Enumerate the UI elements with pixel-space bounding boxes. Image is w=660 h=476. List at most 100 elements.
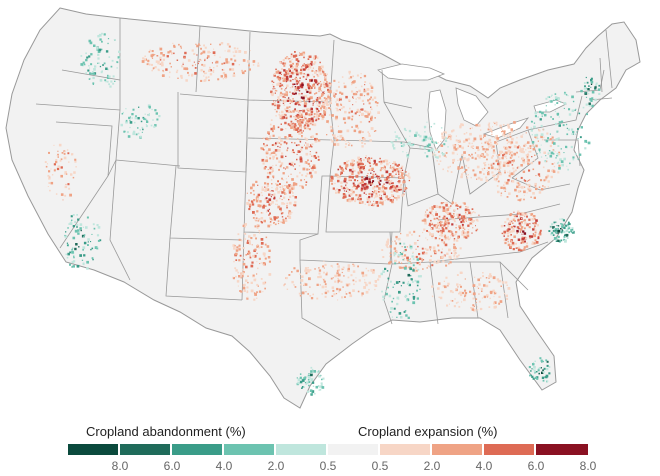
change-pixel — [426, 155, 429, 158]
change-pixel — [250, 237, 253, 240]
change-pixel — [406, 282, 410, 285]
change-pixel — [486, 153, 489, 157]
change-pixel — [134, 121, 136, 124]
change-pixel — [524, 180, 527, 182]
change-pixel — [490, 141, 492, 144]
change-pixel — [398, 180, 401, 183]
change-pixel — [291, 86, 294, 88]
change-pixel — [339, 168, 341, 170]
change-pixel — [285, 128, 287, 130]
change-pixel — [277, 101, 280, 104]
change-pixel — [504, 155, 507, 158]
change-pixel — [317, 385, 319, 387]
change-pixel — [368, 196, 371, 199]
change-pixel — [483, 167, 486, 170]
change-pixel — [435, 211, 437, 213]
change-pixel — [473, 220, 475, 222]
change-pixel — [556, 225, 558, 227]
change-pixel — [116, 61, 119, 64]
change-pixel — [513, 225, 516, 228]
change-pixel — [295, 128, 298, 131]
change-pixel — [296, 82, 299, 84]
change-pixel — [456, 274, 459, 276]
change-pixel — [400, 184, 402, 187]
change-pixel — [283, 167, 285, 169]
change-pixel — [365, 155, 367, 157]
change-pixel — [290, 122, 294, 126]
change-pixel — [81, 259, 84, 261]
change-pixel — [273, 218, 277, 221]
change-pixel — [319, 385, 322, 388]
change-pixel — [535, 229, 537, 231]
change-pixel — [260, 147, 263, 150]
change-pixel — [395, 243, 397, 245]
change-pixel — [401, 255, 404, 258]
change-pixel — [510, 234, 512, 236]
change-pixel — [227, 61, 230, 64]
change-pixel — [253, 199, 256, 202]
change-pixel — [463, 140, 466, 143]
change-pixel — [275, 142, 277, 145]
change-pixel — [540, 156, 543, 158]
change-pixel — [294, 118, 297, 121]
change-pixel — [195, 43, 197, 45]
change-pixel — [307, 63, 310, 67]
change-pixel — [508, 153, 510, 155]
change-pixel — [309, 286, 311, 288]
change-pixel — [554, 151, 556, 153]
change-pixel — [463, 236, 466, 239]
change-pixel — [429, 259, 432, 262]
change-pixel — [337, 280, 340, 283]
change-pixel — [426, 216, 429, 218]
change-pixel — [397, 253, 401, 257]
change-pixel — [271, 167, 274, 171]
change-pixel — [507, 235, 509, 237]
change-pixel — [546, 174, 550, 178]
change-pixel — [363, 189, 367, 192]
change-pixel — [290, 173, 292, 175]
change-pixel — [212, 69, 215, 72]
change-pixel — [243, 283, 246, 286]
change-pixel — [236, 280, 240, 283]
change-pixel — [449, 134, 451, 136]
change-pixel — [379, 197, 383, 200]
change-pixel — [263, 143, 265, 145]
change-pixel — [336, 272, 339, 275]
change-pixel — [307, 390, 310, 393]
change-pixel — [375, 194, 379, 198]
change-pixel — [299, 295, 302, 297]
change-pixel — [305, 88, 307, 91]
change-pixel — [85, 58, 88, 62]
change-pixel — [276, 83, 279, 86]
change-pixel — [188, 74, 190, 77]
change-pixel — [544, 376, 546, 378]
change-pixel — [445, 137, 448, 140]
change-pixel — [507, 149, 511, 153]
change-pixel — [563, 238, 565, 241]
change-pixel — [86, 267, 89, 270]
change-pixel — [563, 152, 565, 154]
change-pixel — [369, 112, 372, 114]
change-pixel — [299, 373, 302, 375]
change-pixel — [506, 237, 509, 241]
change-pixel — [225, 60, 229, 64]
change-pixel — [504, 241, 507, 245]
change-pixel — [370, 84, 373, 87]
change-pixel — [552, 153, 555, 155]
change-pixel — [388, 182, 391, 185]
change-pixel — [347, 267, 350, 271]
change-pixel — [297, 86, 300, 90]
change-pixel — [305, 383, 307, 385]
change-pixel — [320, 90, 322, 92]
change-pixel — [285, 115, 288, 119]
change-pixel — [256, 244, 259, 246]
change-pixel — [508, 161, 512, 164]
change-pixel — [360, 73, 362, 75]
change-pixel — [566, 237, 569, 239]
change-pixel — [436, 160, 438, 162]
change-pixel — [583, 82, 586, 84]
change-pixel — [539, 110, 542, 114]
change-pixel — [597, 88, 601, 91]
change-pixel — [538, 367, 541, 369]
change-pixel — [471, 153, 473, 156]
